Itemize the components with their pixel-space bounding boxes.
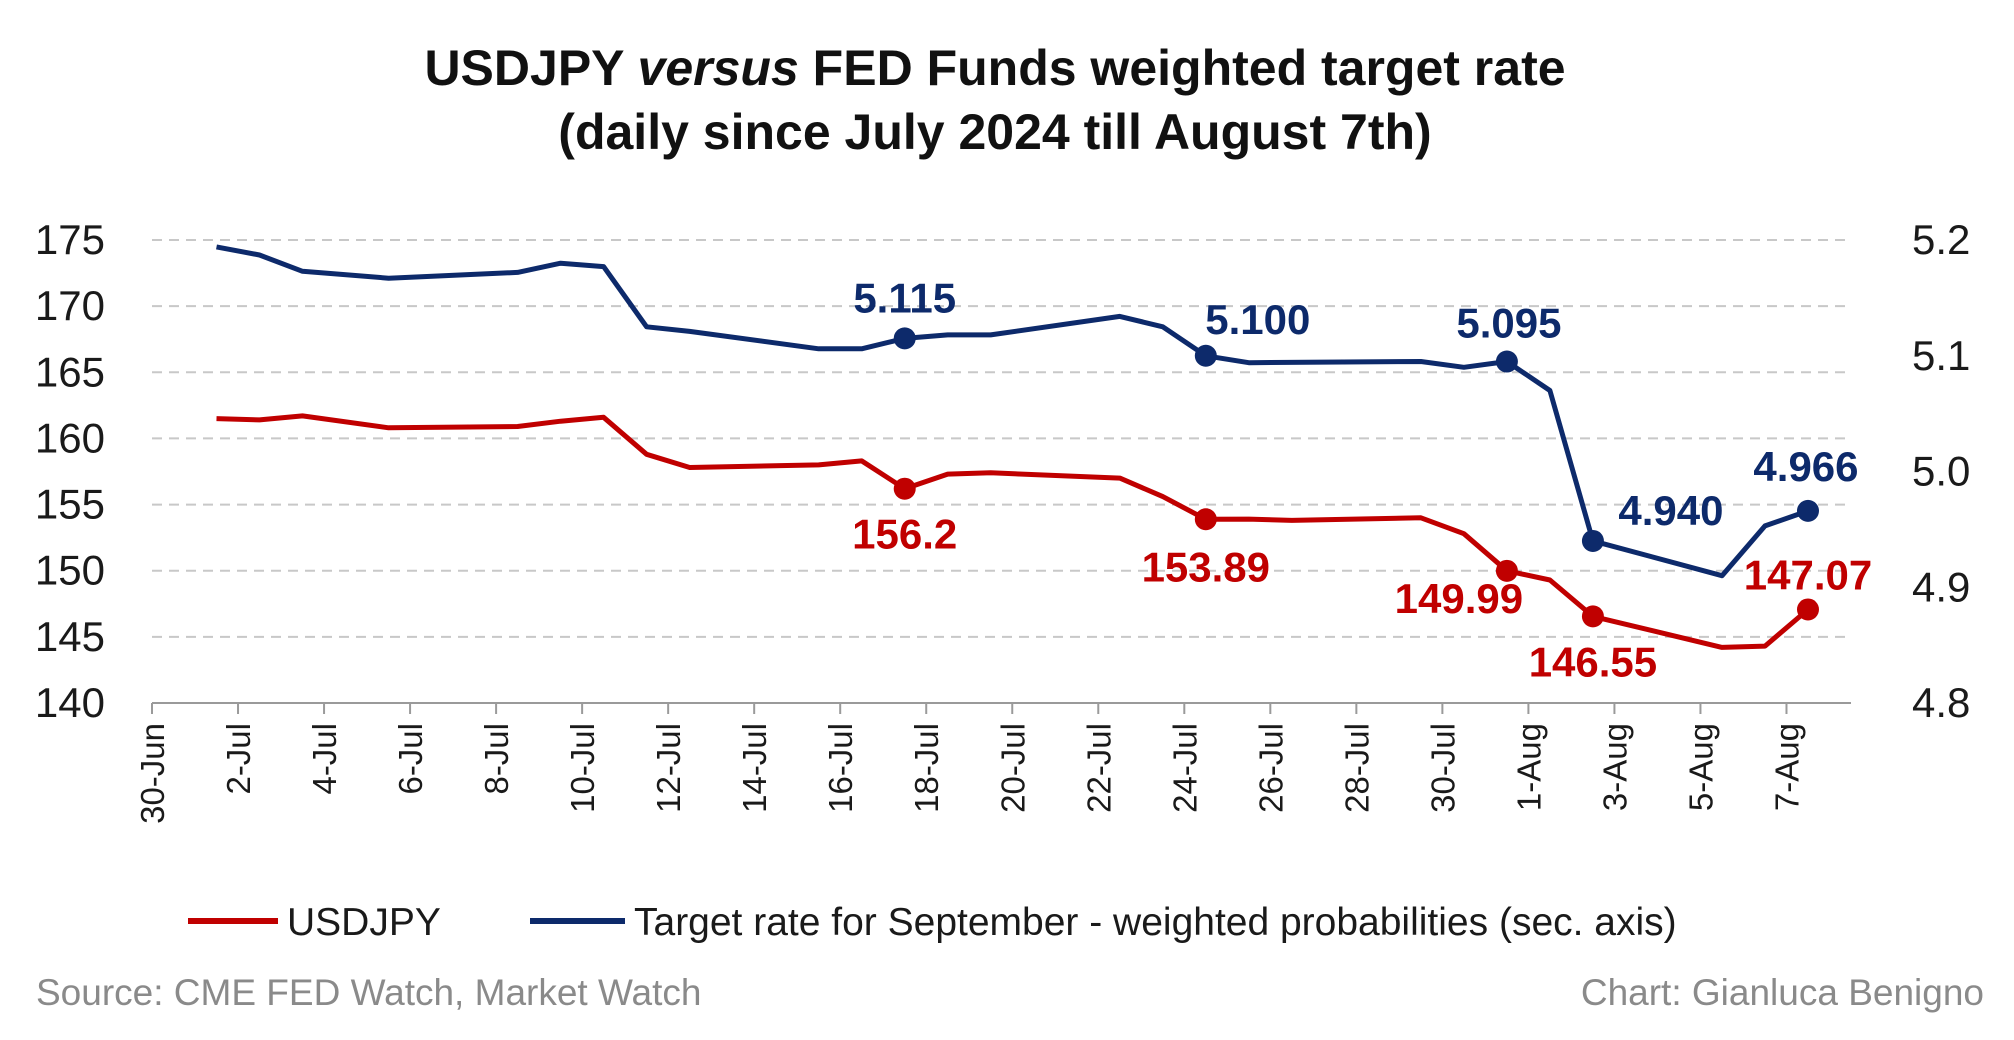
usdjpy-point (893, 477, 916, 500)
target-point (1796, 499, 1819, 522)
y-left-tick-label: 160 (35, 414, 105, 461)
x-tick-label: 24-Jul (1166, 723, 1203, 813)
x-tick-label: 6-Jul (392, 723, 429, 795)
x-tick-label: 12-Jul (650, 723, 687, 813)
target-data-label: 5.100 (1205, 296, 1310, 343)
target-data-label: 4.966 (1753, 443, 1858, 490)
y-right-tick-label: 5.0 (1912, 448, 1970, 495)
x-tick-label: 7-Aug (1768, 723, 1805, 811)
y-left-tick-label: 170 (35, 282, 105, 329)
x-tick-label: 3-Aug (1596, 723, 1633, 811)
title-line-2: (daily since July 2024 till August 7th) (558, 104, 1432, 160)
x-tick-label: 1-Aug (1510, 723, 1547, 811)
x-tick-label: 30-Jun (134, 723, 171, 824)
usdjpy-point (1495, 559, 1518, 582)
target-point (1194, 344, 1217, 367)
legend-usdjpy-label: USDJPY (287, 901, 441, 944)
title-part-1: USDJPY (424, 40, 624, 96)
legend: USDJPY Target rate for September - weight… (188, 901, 1677, 944)
y-right-tick-label: 5.2 (1912, 216, 1970, 263)
usdjpy-data-label: 149.99 (1395, 575, 1523, 622)
usdjpy-data-label: 146.55 (1529, 638, 1657, 685)
y-left-tick-label: 140 (35, 679, 105, 726)
target-data-label: 5.115 (853, 274, 956, 321)
usdjpy-data-label: 147.07 (1744, 551, 1872, 598)
usdjpy-point (1796, 598, 1819, 621)
target-line (216, 244, 1809, 579)
series-layer (216, 244, 1819, 650)
x-tick-label: 10-Jul (564, 723, 601, 813)
target-data-label: 5.095 (1456, 300, 1561, 347)
x-tick-label: 30-Jul (1424, 723, 1461, 813)
title-italic: versus (637, 40, 799, 96)
y-right-tick-label: 4.9 (1912, 563, 1970, 610)
target-point (1581, 529, 1604, 552)
grid-layer (152, 239, 1851, 638)
x-tick-label: 4-Jul (306, 723, 343, 795)
y-left-tick-label: 155 (35, 481, 105, 528)
x-tick-label: 14-Jul (736, 723, 773, 813)
y-right-tick-label: 4.8 (1912, 679, 1970, 726)
x-tick-label: 22-Jul (1080, 723, 1117, 813)
target-point (893, 327, 916, 350)
y-left-tick-label: 175 (35, 216, 105, 263)
source-note: Source: CME FED Watch, Market Watch (36, 972, 702, 1013)
y-left-tick-label: 145 (35, 613, 105, 660)
target-point (1495, 350, 1518, 373)
legend-target-label: Target rate for September - weighted pro… (634, 901, 1677, 944)
usdjpy-data-label: 156.2 (852, 511, 957, 558)
usdjpy-point (1194, 508, 1217, 531)
title-line-1: USDJPY versus FED Funds weighted target … (0, 36, 1990, 100)
usdjpy-data-label: 153.89 (1142, 543, 1270, 590)
y-left-tick-label: 150 (35, 547, 105, 594)
y-left-tick-label: 165 (35, 348, 105, 395)
x-tick-label: 8-Jul (478, 723, 515, 795)
x-tick-label: 28-Jul (1338, 723, 1375, 813)
x-tick-label: 18-Jul (908, 723, 945, 813)
usdjpy-point (1581, 605, 1604, 628)
x-tick-label: 2-Jul (220, 723, 257, 795)
y-right-tick-label: 5.1 (1912, 332, 1970, 379)
chart-credit: Chart: Gianluca Benigno (1580, 972, 1984, 1013)
chart-title: USDJPY versus FED Funds weighted target … (0, 36, 1990, 164)
target-data-label: 4.940 (1618, 487, 1723, 534)
usdjpy-line (216, 413, 1810, 650)
axis-layer: 140 145 150 155 160 165 170 175 4.8 4.9 5.0 5.1 5.2 3… (35, 216, 1970, 824)
title-part-2: FED Funds weighted target rate (812, 40, 1566, 96)
x-tick-label: 26-Jul (1252, 723, 1289, 813)
x-tick-label: 20-Jul (994, 723, 1031, 813)
x-tick-label: 5-Aug (1682, 723, 1719, 811)
x-tick-label: 16-Jul (822, 723, 859, 813)
